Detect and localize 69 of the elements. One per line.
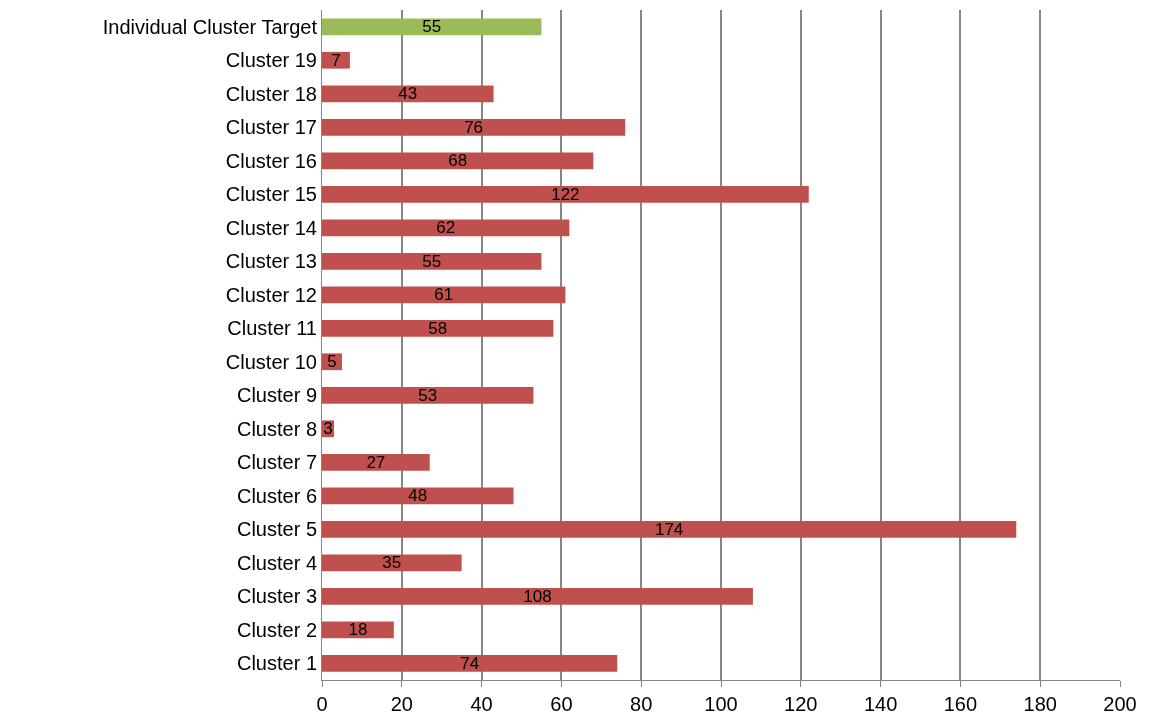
y-tick-label: Cluster 12 — [225, 283, 317, 306]
y-tick-label: Cluster 15 — [225, 183, 317, 206]
bar — [322, 520, 1017, 538]
y-tick-label: Cluster 4 — [236, 551, 317, 574]
bar — [322, 118, 626, 136]
y-tick-label: Cluster 2 — [236, 618, 317, 641]
y-tick-label: Cluster 17 — [225, 116, 317, 139]
y-tick-label: Individual Cluster Target — [102, 15, 318, 38]
bar — [322, 18, 542, 36]
data-label: 61 — [434, 285, 454, 305]
data-label: 68 — [448, 151, 468, 171]
data-label: 48 — [408, 486, 428, 506]
bar — [322, 386, 534, 404]
data-label: 58 — [428, 318, 448, 338]
data-label: 35 — [382, 553, 402, 573]
data-label: 62 — [436, 218, 456, 238]
data-label: 3 — [323, 419, 333, 439]
y-tick-label: Cluster 13 — [225, 250, 317, 273]
data-label: 7 — [331, 50, 341, 70]
bar — [322, 152, 594, 170]
bar — [322, 554, 462, 572]
data-label: 43 — [398, 84, 418, 104]
x-tick-label: 80 — [630, 693, 653, 715]
bar — [322, 252, 542, 270]
data-label: 108 — [523, 586, 552, 606]
y-tick-label: Cluster 16 — [225, 149, 317, 172]
y-tick-label: Cluster 1 — [236, 652, 317, 675]
y-tick-label: Cluster 14 — [225, 216, 317, 239]
x-tick-label: 180 — [1023, 693, 1057, 715]
bar — [322, 51, 350, 69]
y-tick-label: Cluster 11 — [227, 317, 317, 340]
x-tick-label: 160 — [943, 693, 978, 715]
bar — [322, 319, 554, 337]
x-tick-label: 0 — [316, 693, 328, 715]
data-label: 55 — [422, 251, 442, 271]
data-label: 5 — [327, 352, 337, 372]
bar — [322, 185, 809, 203]
x-tick-label: 20 — [390, 693, 413, 715]
y-tick-label: Cluster 19 — [225, 49, 317, 72]
data-label: 122 — [551, 184, 580, 204]
x-tick-label: 200 — [1103, 693, 1137, 715]
x-tick-label: 140 — [863, 693, 898, 715]
data-label: 74 — [460, 653, 480, 673]
bar — [322, 654, 618, 672]
data-label: 76 — [464, 117, 484, 137]
y-tick-label: Cluster 18 — [225, 82, 317, 105]
data-label: 53 — [418, 385, 438, 405]
y-tick-label: Cluster 8 — [236, 417, 317, 440]
bar — [322, 621, 394, 639]
y-tick-label: Cluster 3 — [236, 585, 317, 608]
data-label: 18 — [348, 620, 368, 640]
x-tick-label: 100 — [704, 693, 738, 715]
bar — [322, 85, 494, 103]
x-tick-label: 60 — [550, 693, 573, 715]
x-tick-label: 40 — [470, 693, 493, 715]
data-label: 55 — [422, 17, 442, 37]
data-label: 27 — [366, 452, 386, 472]
x-tick-label: 120 — [784, 693, 818, 715]
bar — [322, 453, 430, 471]
y-tick-label: Cluster 9 — [236, 384, 317, 407]
data-label: 174 — [654, 519, 684, 539]
y-tick-label: Cluster 7 — [236, 451, 317, 474]
y-tick-label: Cluster 5 — [236, 518, 317, 541]
bar — [322, 219, 570, 237]
bar — [322, 587, 753, 605]
bar — [322, 286, 566, 304]
y-tick-label: Cluster 6 — [236, 484, 317, 507]
y-tick-label: Cluster 10 — [225, 350, 317, 373]
bar — [322, 487, 514, 505]
